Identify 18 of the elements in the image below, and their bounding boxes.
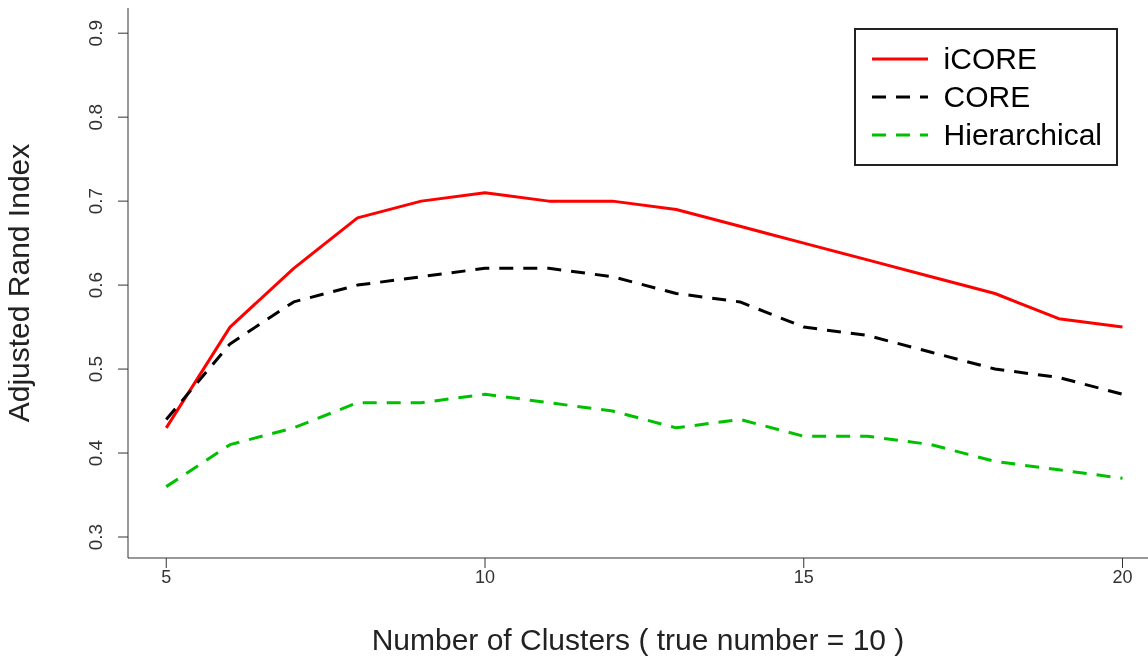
legend-label: CORE [943,79,1031,115]
y-tick-label: 0.3 [85,523,106,551]
y-tick-label: 0.7 [85,187,106,215]
line-series [164,266,1124,421]
legend-label: Hierarchical [943,117,1102,153]
y-tick-label: 0.8 [85,103,106,131]
line-series [164,392,1124,489]
y-tick-label: 0.9 [85,19,106,47]
y-tick-label: 0.5 [85,355,106,383]
x-tick-label: 10 [474,566,496,587]
y-tick-label: 0.6 [85,271,106,299]
x-tick-label: 20 [1112,566,1133,587]
x-axis-title: Number of Clusters ( true number = 10 ) [371,623,905,656]
x-tick-label: 5 [161,566,172,587]
x-tick-label: 15 [793,566,814,587]
line-series [164,191,1124,430]
y-tick-label: 0.4 [85,439,106,467]
legend-label: iCORE [943,41,1037,77]
